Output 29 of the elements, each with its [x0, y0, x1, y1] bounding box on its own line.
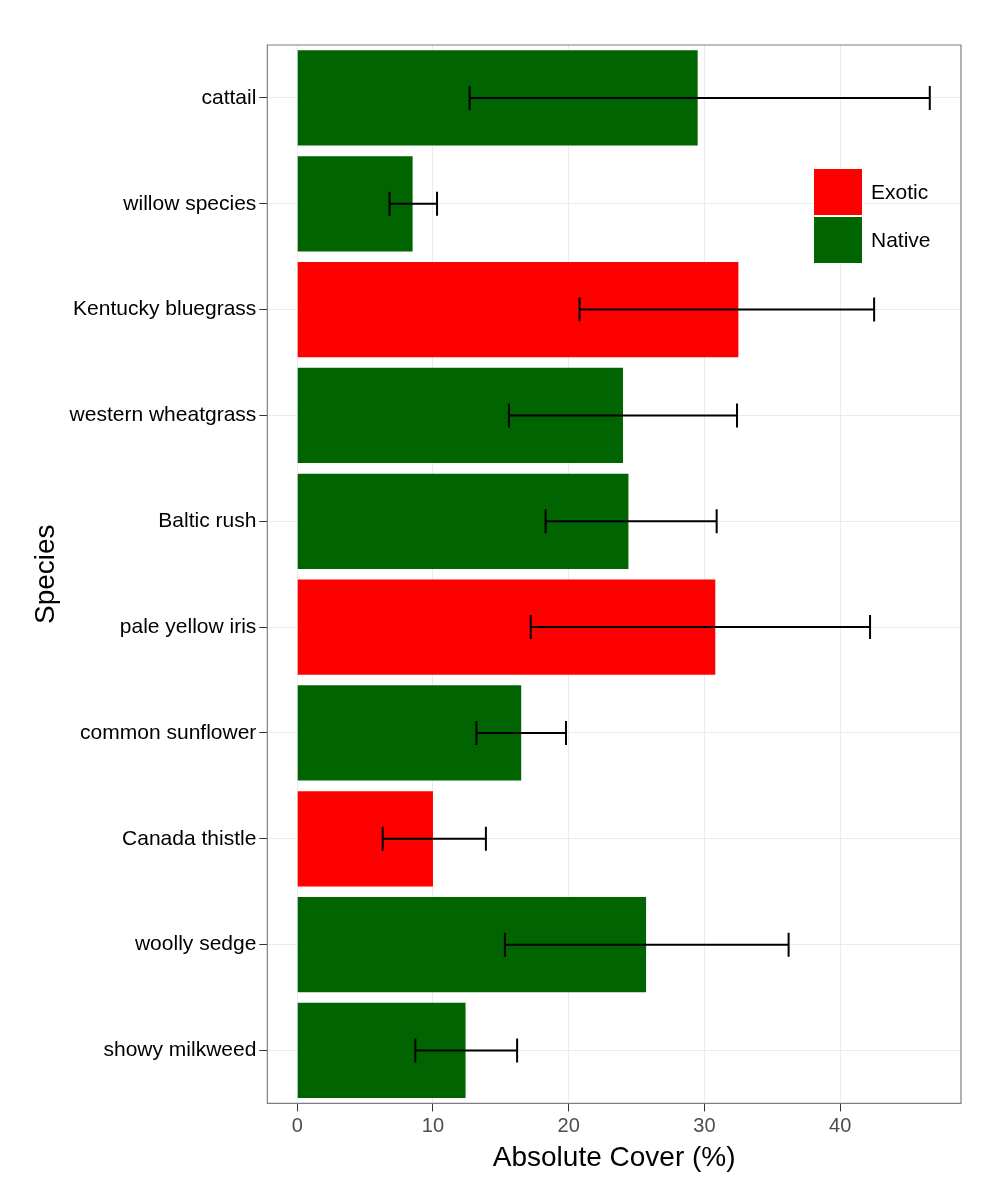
x-axis-title: Absolute Cover (%)	[492, 1140, 736, 1172]
legend-label: Native	[871, 228, 931, 252]
y-tick-label: western wheatgrass	[68, 402, 257, 426]
bar	[297, 791, 433, 887]
y-tick-label: common sunflower	[80, 719, 257, 743]
bar	[297, 367, 623, 464]
y-tick-label: Baltic rush	[158, 508, 257, 532]
bar	[297, 897, 647, 993]
x-tick-label: 0	[291, 1113, 303, 1136]
bar	[297, 579, 716, 675]
y-tick-label: Kentucky bluegrass	[73, 296, 257, 320]
bar	[297, 473, 629, 569]
bar	[297, 261, 739, 358]
y-tick-label: pale yellow iris	[119, 613, 257, 637]
bar	[297, 685, 522, 781]
y-tick-label: cattail	[201, 84, 257, 108]
y-tick-label: woolly sedge	[133, 931, 257, 955]
bar	[297, 1002, 466, 1099]
y-axis-title: Species	[28, 524, 60, 625]
y-tick-label: Canada thistle	[122, 825, 257, 849]
x-tick-label: 30	[693, 1113, 716, 1136]
x-tick-label: 10	[421, 1113, 445, 1136]
y-tick-label: showy milkweed	[103, 1037, 257, 1061]
bar	[297, 156, 413, 252]
x-tick-label: 40	[829, 1113, 852, 1136]
x-tick-label: 20	[557, 1113, 580, 1136]
bar	[297, 50, 698, 146]
legend-label: Exotic	[871, 180, 929, 204]
y-tick-label: willow species	[122, 190, 257, 214]
